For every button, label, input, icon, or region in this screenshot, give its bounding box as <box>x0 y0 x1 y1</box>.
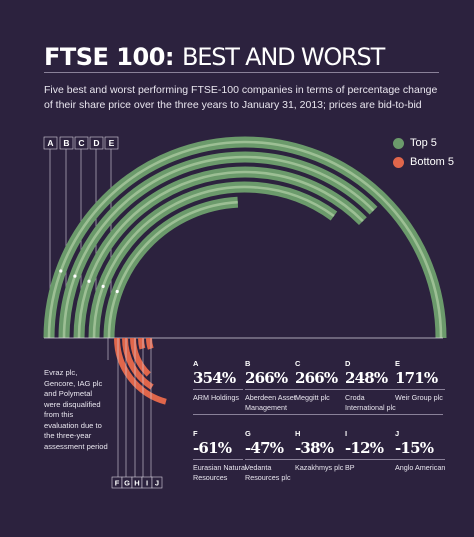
card-company-name: ARM Holdings <box>193 393 239 402</box>
company-card-h: H -38% Kazakhmys plc <box>295 429 351 473</box>
card-underline <box>395 459 445 460</box>
letter-label-j: J <box>155 479 159 488</box>
card-underline <box>193 459 243 460</box>
letter-label-d: D <box>93 138 99 148</box>
card-letter: A <box>193 359 199 368</box>
company-card-e: E 171% Weir Group plc <box>395 359 451 403</box>
arc-marker-b <box>73 274 77 278</box>
card-underline <box>245 459 295 460</box>
legend-swatch-bottom <box>393 156 404 168</box>
arc-marker-a <box>59 269 63 273</box>
company-card-b: B 266% Aberdeen Asset Management <box>245 359 301 412</box>
company-card-a: A 354% ARM Holdings <box>193 359 249 403</box>
cards-divider <box>193 414 443 415</box>
letter-label-h: H <box>134 479 139 488</box>
arc-marker-c <box>87 279 91 283</box>
arc-bottom-i <box>137 337 146 350</box>
letter-label-f: F <box>115 479 120 488</box>
title-divider <box>44 72 439 73</box>
card-letter: D <box>345 359 351 368</box>
card-letter: G <box>245 429 251 438</box>
letter-label-b: B <box>63 138 69 148</box>
company-card-g: G -47% Vedanta Resources plc <box>245 429 301 482</box>
letter-box-c <box>74 136 89 150</box>
card-letter: H <box>295 429 301 438</box>
card-company-name: Kazakhmys plc <box>295 463 344 472</box>
card-letter: J <box>395 429 400 438</box>
card-letter: I <box>345 429 348 438</box>
company-card-d: D 248% Croda International plc <box>345 359 401 412</box>
card-letter: E <box>395 359 401 368</box>
card-value: -12% <box>345 439 384 457</box>
card-company-name: Anglo American <box>395 463 446 472</box>
arc-bottom-j <box>146 337 154 350</box>
letter-box-b <box>59 136 74 150</box>
title-light: BEST AND WORST <box>182 43 385 71</box>
legend-swatch-top <box>393 137 404 149</box>
card-underline <box>345 459 395 460</box>
company-card-i: I -12% BP <box>345 429 401 473</box>
letter-box-a <box>43 136 58 150</box>
card-value: -47% <box>245 439 284 457</box>
arc-bottom-g <box>122 337 154 390</box>
card-underline <box>395 389 445 390</box>
card-value: 248% <box>345 369 388 387</box>
title-bold: FTSE 100: <box>44 43 175 71</box>
company-card-c: C 266% Meggitt plc <box>295 359 351 403</box>
letter-label-a: A <box>47 138 53 148</box>
letter-box-j <box>151 476 163 489</box>
card-company-name: Croda International plc <box>345 393 396 412</box>
letter-label-g: G <box>124 479 130 488</box>
letter-box-d <box>89 136 104 150</box>
subtitle: Five best and worst performing FTSE-100 … <box>44 84 438 111</box>
card-letter: C <box>295 359 301 368</box>
card-value: 266% <box>245 369 288 387</box>
arc-top-line-a <box>47 140 443 339</box>
card-underline <box>193 389 243 390</box>
card-company-name: Vedanta Resources plc <box>245 463 291 482</box>
arc-marker-d <box>101 284 105 288</box>
arc-marker-e <box>115 289 119 294</box>
card-value: 171% <box>395 369 438 387</box>
letter-label-c: C <box>78 138 84 148</box>
letter-box-e <box>104 136 119 150</box>
legend-label-bottom: Bottom 5 <box>410 156 455 168</box>
card-value: -61% <box>193 439 232 457</box>
card-letter: B <box>245 359 251 368</box>
page-title: FTSE 100: BEST AND WORST <box>44 36 385 73</box>
card-value: 354% <box>193 369 236 387</box>
letter-label-e: E <box>109 138 115 148</box>
company-card-f: F -61% Eurasian Natural Resources <box>193 429 249 482</box>
company-card-j: J -15% Anglo American <box>395 429 451 473</box>
card-underline <box>295 389 345 390</box>
legend-item-top-5: Top 5 <box>393 137 437 149</box>
card-value: -15% <box>395 439 434 457</box>
card-letter: F <box>193 429 198 438</box>
arc-bottom-h <box>130 337 151 377</box>
letter-label-i: I <box>146 479 148 488</box>
card-company-name: BP <box>345 463 355 472</box>
card-underline <box>345 389 395 390</box>
card-company-name: Meggitt plc <box>295 393 330 402</box>
card-value: 266% <box>295 369 338 387</box>
card-value: -38% <box>295 439 334 457</box>
card-company-name: Aberdeen Asset Management <box>245 393 296 412</box>
card-company-name: Weir Group plc <box>395 393 443 402</box>
arc-top-line-e <box>107 200 238 339</box>
disqualified-note: Evraz plc, Gencore, IAG plc and Polymeta… <box>44 368 108 451</box>
legend-label-top: Top 5 <box>410 137 437 149</box>
card-company-name: Eurasian Natural Resources <box>193 463 247 482</box>
legend-item-bottom-5: Bottom 5 <box>393 156 454 168</box>
card-underline <box>245 389 295 390</box>
arc-top-line-d <box>92 185 335 339</box>
card-underline <box>295 459 345 460</box>
